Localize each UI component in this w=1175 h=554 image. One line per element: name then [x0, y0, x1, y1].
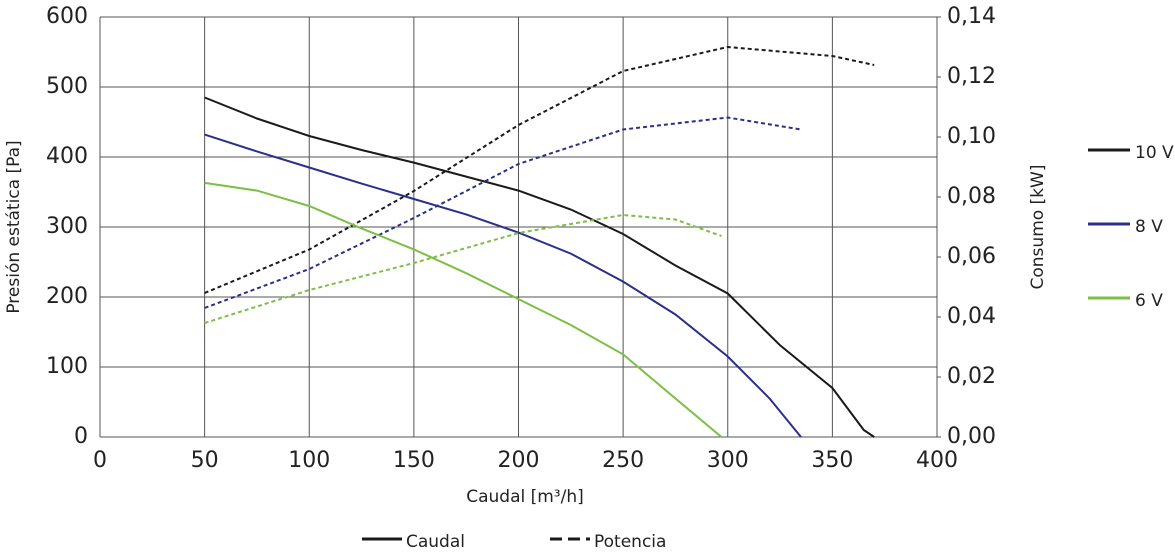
- y-tick-label: 200: [46, 284, 88, 309]
- y2-tick-label: 0,14: [947, 4, 996, 29]
- y2-tick-label: 0,02: [947, 364, 996, 389]
- y-tick-label: 400: [46, 144, 88, 169]
- x-tick-label: 50: [191, 448, 219, 473]
- y2-tick-label: 0,12: [947, 64, 996, 89]
- style-legend-label: Caudal: [406, 532, 465, 552]
- x-axis-label: Caudal [m³/h]: [466, 487, 584, 507]
- power-line: [204, 213, 722, 324]
- x-tick-label: 150: [393, 448, 435, 473]
- y2-tick-label: 0,00: [947, 424, 996, 449]
- legend-label: 10 V: [1135, 143, 1174, 163]
- legend-label: 6 V: [1135, 291, 1163, 311]
- style-legend-label: Potencia: [594, 532, 666, 552]
- y2-tick-label: 0,10: [947, 124, 996, 149]
- x-tick-label: 400: [916, 448, 958, 473]
- y-tick-label: 0: [74, 424, 88, 449]
- pressure-line: [204, 133, 802, 438]
- x-tick-label: 0: [93, 448, 107, 473]
- pressure-line: [204, 96, 875, 438]
- y-axis-label: Presión estática [Pa]: [4, 140, 24, 313]
- y2-axis-label: Consumo [kW]: [1028, 165, 1048, 290]
- y-tick-label: 300: [46, 214, 88, 239]
- pressure-line: [204, 181, 723, 438]
- y2-tick-label: 0,04: [947, 304, 996, 329]
- legend-label: 8 V: [1135, 217, 1163, 237]
- x-tick-label: 350: [811, 448, 853, 473]
- x-tick-label: 250: [602, 448, 644, 473]
- y-tick-label: 600: [46, 4, 88, 29]
- y-tick-label: 100: [46, 354, 88, 379]
- y2-tick-label: 0,08: [947, 184, 996, 209]
- x-tick-label: 300: [707, 448, 749, 473]
- x-tick-label: 100: [288, 448, 330, 473]
- x-tick-label: 200: [498, 448, 540, 473]
- y-tick-label: 500: [46, 74, 88, 99]
- y2-tick-label: 0,06: [947, 244, 996, 269]
- power-line: [204, 45, 875, 294]
- power-line: [204, 116, 802, 309]
